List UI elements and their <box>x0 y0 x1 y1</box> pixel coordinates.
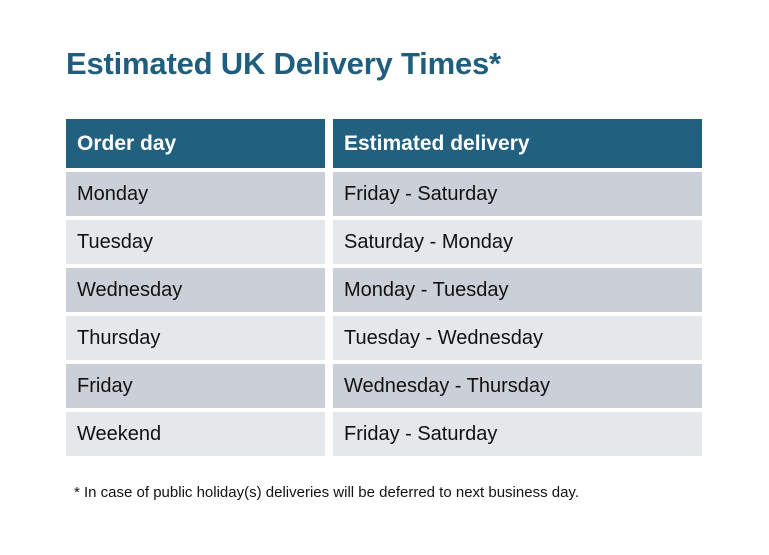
table-header-row: Order day Estimated delivery <box>66 119 702 168</box>
cell-estimated-delivery: Monday - Tuesday <box>333 268 702 312</box>
table-row: Tuesday Saturday - Monday <box>66 220 702 264</box>
cell-order-day: Wednesday <box>66 268 325 312</box>
cell-estimated-delivery: Friday - Saturday <box>333 412 702 456</box>
footnote-text: * In case of public holiday(s) deliverie… <box>74 484 579 501</box>
cell-order-day: Weekend <box>66 412 325 456</box>
cell-order-day: Friday <box>66 364 325 408</box>
table-row: Wednesday Monday - Tuesday <box>66 268 702 312</box>
cell-order-day: Thursday <box>66 316 325 360</box>
cell-estimated-delivery: Wednesday - Thursday <box>333 364 702 408</box>
page-title: Estimated UK Delivery Times* <box>66 46 501 81</box>
table-row: Monday Friday - Saturday <box>66 172 702 216</box>
cell-order-day: Tuesday <box>66 220 325 264</box>
cell-order-day: Monday <box>66 172 325 216</box>
column-header-estimated-delivery: Estimated delivery <box>333 119 702 168</box>
table-row: Weekend Friday - Saturday <box>66 412 702 456</box>
cell-estimated-delivery: Tuesday - Wednesday <box>333 316 702 360</box>
cell-estimated-delivery: Saturday - Monday <box>333 220 702 264</box>
table-row: Friday Wednesday - Thursday <box>66 364 702 408</box>
delivery-times-table: Order day Estimated delivery Monday Frid… <box>66 119 702 460</box>
cell-estimated-delivery: Friday - Saturday <box>333 172 702 216</box>
table-row: Thursday Tuesday - Wednesday <box>66 316 702 360</box>
column-header-order-day: Order day <box>66 119 325 168</box>
